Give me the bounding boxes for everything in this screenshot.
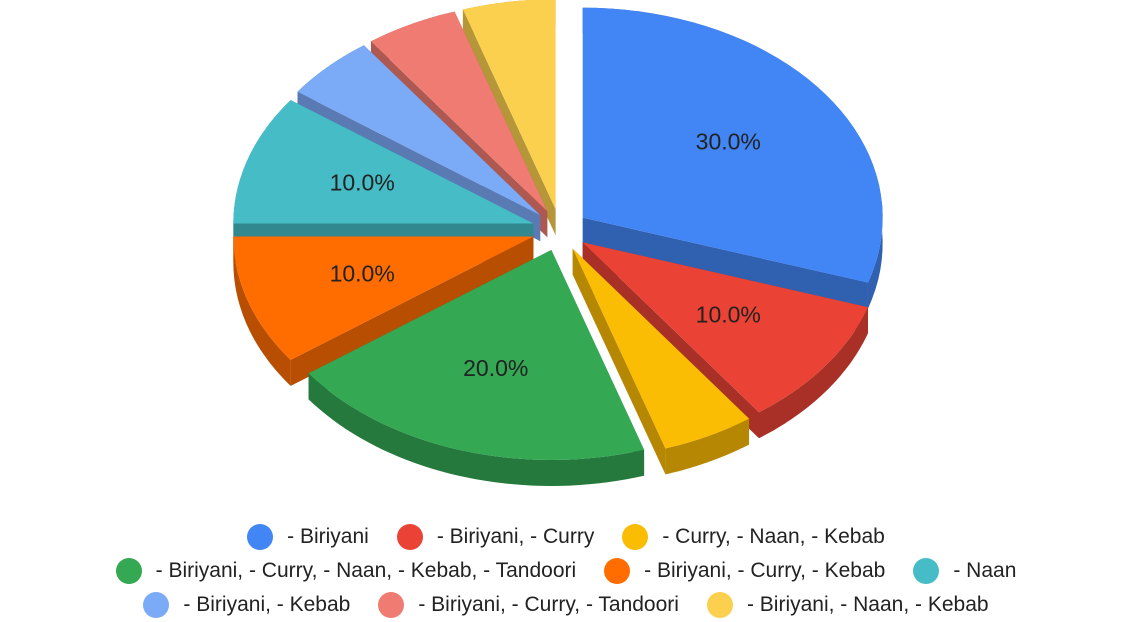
value-label: 10.0% (696, 301, 761, 327)
value-label: 10.0% (330, 261, 395, 287)
legend-label: - Naan (953, 559, 1017, 582)
value-label: 10.0% (330, 170, 395, 196)
slice (582, 7, 883, 283)
legend-label: - Biriyani, - Curry, - Naan, - Kebab, - … (155, 559, 577, 582)
legend-swatch (706, 592, 733, 618)
legend-label: - Curry, - Naan, - Kebab (662, 525, 885, 548)
legend-label: - Biriyani (287, 525, 369, 548)
slice (371, 11, 548, 212)
legend-item: - Biriyani (247, 524, 369, 550)
legend-item: - Curry, - Naan, - Kebab (622, 524, 885, 550)
slice (582, 242, 868, 413)
legend-label: - Biriyani, - Curry, - Kebab (644, 559, 886, 582)
legend-swatch (622, 524, 649, 550)
legend-item: - Biriyani, - Naan, - Kebab (706, 592, 989, 618)
slice (308, 249, 645, 460)
legend-swatch (913, 558, 940, 584)
slice (233, 236, 534, 360)
legend-row: - Biriyani - Biriyani, - Curry - Curry, - … (0, 520, 1132, 554)
legend-item: - Biriyani, - Curry, - Tandoori (378, 592, 679, 618)
legend-label: - Biriyani, - Naan, - Kebab (746, 593, 989, 616)
slice-edge (462, 9, 556, 236)
legend-item: - Naan (913, 558, 1016, 584)
legend-label: - Biriyani, - Kebab (183, 593, 351, 616)
slice-side (233, 236, 291, 386)
legend-swatch (396, 524, 423, 550)
legend: - Biriyani - Biriyani, - Curry - Curry, - … (0, 520, 1132, 622)
pie-area: 30.0% 10.0% 20.0% 10.0% 10.0% (233, 0, 883, 486)
slice-edge (290, 236, 534, 386)
slice (572, 248, 749, 449)
legend-label: - Biriyani, - Curry (436, 525, 595, 548)
legend-swatch (378, 592, 405, 618)
legend-item: - Biriyani, - Curry, - Kebab (604, 558, 885, 584)
legend-item: - Biriyani, - Kebab (143, 592, 350, 618)
legend-item: - Biriyani, - Curry, - Naan, - Kebab, - … (115, 558, 577, 584)
slice-side (665, 418, 749, 475)
slice-edge (582, 217, 868, 309)
legend-item: - Biriyani, - Curry (396, 524, 595, 550)
value-label: 20.0% (463, 355, 528, 381)
slice (462, 0, 556, 210)
value-label: 30.0% (696, 129, 761, 155)
slice-side (759, 307, 868, 439)
legend-swatch (247, 524, 274, 550)
slice (233, 100, 534, 224)
legend-swatch (604, 558, 631, 584)
slice-side (308, 373, 645, 486)
legend-swatch (115, 558, 142, 584)
slice (297, 45, 541, 216)
legend-label: - Biriyani, - Curry, - Tandoori (418, 593, 679, 616)
legend-row: - Biriyani, - Kebab - Biriyani, - Curry, … (0, 588, 1132, 622)
legend-row: - Biriyani, - Curry, - Naan, - Kebab, - … (0, 554, 1132, 588)
legend-swatch (143, 592, 170, 618)
slice-edge (572, 248, 666, 475)
